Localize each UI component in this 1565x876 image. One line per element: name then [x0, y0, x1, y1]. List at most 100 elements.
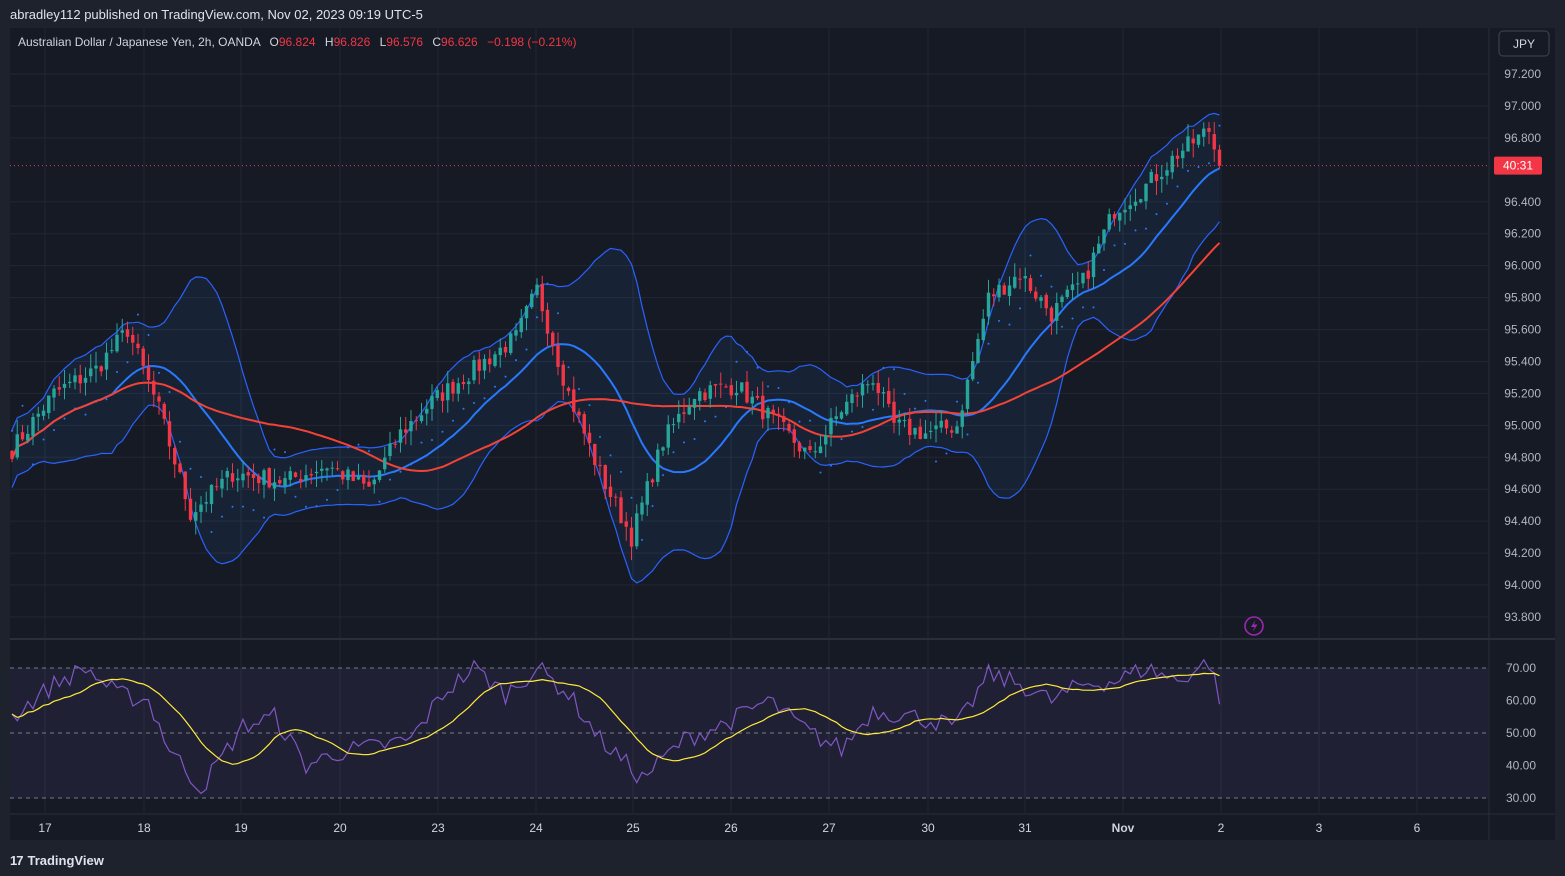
- sar-dot: [746, 350, 748, 353]
- candle-body: [1070, 284, 1075, 291]
- parabolic-sar: [11, 124, 1221, 541]
- candle-body: [572, 389, 576, 412]
- sar-dot: [819, 471, 822, 474]
- candle: [10, 450, 14, 463]
- sar-dot: [1082, 306, 1084, 309]
- candle-body: [871, 383, 875, 385]
- candle: [52, 385, 56, 411]
- candle: [446, 371, 450, 413]
- candle: [677, 400, 681, 429]
- change-value: −0.198 (−0.21%): [487, 35, 576, 49]
- candle: [503, 341, 508, 358]
- candle: [845, 394, 849, 417]
- candle-body: [430, 395, 434, 409]
- candle: [1002, 282, 1006, 295]
- candle: [1018, 268, 1022, 290]
- time-tick-label: 30: [921, 821, 935, 835]
- candle-body: [246, 472, 250, 476]
- sar-dot: [158, 371, 160, 374]
- candle: [1076, 271, 1080, 296]
- candle: [824, 424, 828, 458]
- sar-dot: [1040, 274, 1042, 277]
- candle-body: [1133, 201, 1138, 206]
- lightning-icon[interactable]: [1244, 616, 1264, 636]
- candle-body: [199, 504, 203, 512]
- candle: [687, 397, 691, 416]
- candle-body: [787, 423, 791, 431]
- countdown-label: 40:31: [1503, 159, 1533, 173]
- candle-body: [120, 330, 124, 333]
- candle: [362, 470, 366, 490]
- candle: [440, 384, 445, 413]
- price-tick-label: 94.400: [1504, 514, 1541, 528]
- sar-dot: [693, 437, 696, 440]
- candle: [1013, 263, 1017, 289]
- candle-body: [824, 435, 828, 445]
- sar-dot: [599, 435, 601, 438]
- candle: [173, 444, 177, 479]
- candle: [1165, 162, 1169, 185]
- rsi-pane[interactable]: [10, 638, 1555, 799]
- candle-body: [1202, 128, 1206, 137]
- moving-averages: [11, 167, 1221, 488]
- currency-label[interactable]: JPY: [1513, 37, 1535, 51]
- candle: [797, 440, 802, 459]
- candle-body: [1018, 278, 1022, 280]
- sar-dot: [924, 399, 927, 402]
- candle-body: [866, 384, 870, 386]
- candle-body: [493, 354, 497, 366]
- candle-body: [267, 468, 271, 488]
- open-label: O: [270, 35, 279, 49]
- candle-body: [981, 318, 985, 341]
- candle-body: [881, 392, 886, 394]
- candle: [1007, 276, 1012, 306]
- chart-frame[interactable]: 97.200 97.000 96.800 96.400 96.200 96.000 95.8…: [10, 28, 1555, 840]
- sar-dot: [53, 428, 55, 431]
- candle-body: [1044, 294, 1048, 309]
- candle: [1207, 122, 1211, 145]
- candle-body: [47, 395, 51, 414]
- candle: [1097, 236, 1101, 254]
- candle: [871, 374, 875, 391]
- candle: [183, 471, 187, 511]
- candle: [251, 463, 256, 492]
- candle-body: [173, 448, 177, 465]
- chart-canvas[interactable]: 97.200 97.000 96.800 96.400 96.200 96.000 95.8…: [10, 28, 1555, 840]
- candle: [771, 404, 775, 424]
- candle: [740, 382, 744, 394]
- candle-body: [356, 476, 361, 480]
- price-tick-label: 93.800: [1504, 610, 1541, 624]
- candle: [860, 373, 865, 408]
- candle: [1181, 143, 1185, 169]
- candle-body: [467, 381, 471, 385]
- candle: [467, 378, 471, 395]
- candle-body: [477, 359, 481, 371]
- candle-body: [650, 479, 655, 483]
- sar-dot: [200, 475, 202, 478]
- candle-body: [299, 478, 303, 482]
- candle-body: [614, 496, 618, 498]
- sar-dot: [956, 400, 958, 403]
- candle: [703, 388, 707, 403]
- candle: [188, 487, 193, 522]
- time-tick-label: 3: [1316, 821, 1323, 835]
- rsi-tick-label: 40.00: [1506, 759, 1536, 773]
- candle-body: [845, 401, 849, 415]
- currency-button[interactable]: JPY: [1498, 30, 1550, 57]
- candle: [745, 371, 749, 404]
- candle: [960, 404, 964, 439]
- candle-body: [167, 421, 172, 447]
- price-tick-label: 96.800: [1504, 131, 1541, 145]
- time-tick-label: 25: [626, 821, 640, 835]
- candle: [587, 424, 592, 457]
- price-tick-label: 96.400: [1504, 195, 1541, 209]
- sar-dot: [1008, 323, 1011, 326]
- sar-dot: [210, 531, 213, 534]
- sar-dot: [704, 420, 706, 423]
- candles[interactable]: [10, 122, 1222, 561]
- candle-body: [341, 471, 345, 480]
- candle-body: [288, 471, 292, 480]
- sar-dot: [998, 319, 1000, 322]
- sar-dot: [1029, 254, 1032, 257]
- candle-body: [409, 421, 413, 432]
